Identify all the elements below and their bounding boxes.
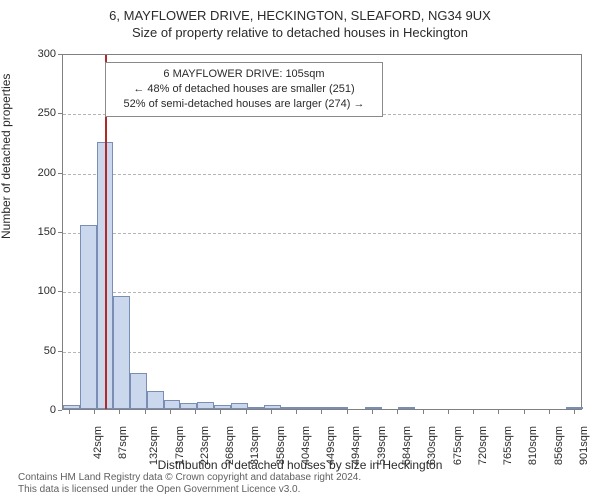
histogram-bar <box>298 407 315 409</box>
x-tick-label: 449sqm <box>325 426 337 465</box>
x-tick-label: 178sqm <box>174 426 186 465</box>
x-tick-label: 494sqm <box>351 426 363 465</box>
histogram-bar <box>197 402 214 409</box>
x-tick-label: 765sqm <box>502 426 514 465</box>
histogram-bar <box>331 407 348 409</box>
x-tick-mark <box>296 410 297 414</box>
x-tick-mark <box>347 410 348 414</box>
y-tick-label: 100 <box>16 285 56 297</box>
chart-title-line2: Size of property relative to detached ho… <box>0 25 600 40</box>
y-tick-mark <box>58 173 62 174</box>
x-tick-label: 856sqm <box>553 426 565 465</box>
histogram-bar <box>130 373 147 409</box>
y-tick-mark <box>58 351 62 352</box>
x-tick-label: 584sqm <box>401 426 413 465</box>
x-tick-label: 313sqm <box>249 426 261 465</box>
y-tick-mark <box>58 291 62 292</box>
y-tick-label: 250 <box>16 107 56 119</box>
annotation-line: 52% of semi-detached houses are larger (… <box>114 97 374 112</box>
x-tick-label: 810sqm <box>527 426 539 465</box>
x-tick-mark <box>473 410 474 414</box>
grid-line <box>63 352 581 353</box>
histogram-bar <box>231 403 248 409</box>
x-tick-mark <box>94 410 95 414</box>
histogram-bar <box>180 403 197 409</box>
y-tick-mark <box>58 113 62 114</box>
y-tick-mark <box>58 410 62 411</box>
histogram-bar <box>398 407 415 409</box>
x-tick-label: 223sqm <box>199 426 211 465</box>
x-tick-label: 268sqm <box>224 426 236 465</box>
histogram-bar <box>248 407 265 409</box>
x-tick-mark <box>549 410 550 414</box>
footer-note: Contains HM Land Registry data © Crown c… <box>18 472 361 496</box>
y-tick-label: 0 <box>16 404 56 416</box>
x-tick-label: 358sqm <box>275 426 287 465</box>
y-axis-title: Number of detached properties <box>0 74 13 239</box>
y-tick-label: 50 <box>16 345 56 357</box>
histogram-bar <box>80 225 97 409</box>
x-tick-label: 901sqm <box>578 426 590 465</box>
annotation-line: ← 48% of detached houses are smaller (25… <box>114 82 374 97</box>
x-tick-mark <box>574 410 575 414</box>
chart-title-line1: 6, MAYFLOWER DRIVE, HECKINGTON, SLEAFORD… <box>0 8 600 23</box>
x-tick-mark <box>195 410 196 414</box>
histogram-bar <box>365 407 382 409</box>
grid-line <box>63 233 581 234</box>
x-tick-mark <box>170 410 171 414</box>
annotation-box: 6 MAYFLOWER DRIVE: 105sqm← 48% of detach… <box>105 62 383 117</box>
x-tick-mark <box>498 410 499 414</box>
x-tick-label: 720sqm <box>477 426 489 465</box>
x-tick-label: 675sqm <box>452 426 464 465</box>
x-tick-label: 404sqm <box>300 426 312 465</box>
x-tick-mark <box>448 410 449 414</box>
x-tick-mark <box>397 410 398 414</box>
x-tick-mark <box>423 410 424 414</box>
histogram-bar <box>214 405 231 409</box>
y-tick-label: 300 <box>16 48 56 60</box>
annotation-line: 6 MAYFLOWER DRIVE: 105sqm <box>114 67 374 82</box>
x-tick-mark <box>524 410 525 414</box>
grid-line <box>63 174 581 175</box>
x-tick-mark <box>246 410 247 414</box>
x-tick-mark <box>220 410 221 414</box>
histogram-bar <box>264 405 281 409</box>
y-tick-mark <box>58 54 62 55</box>
x-tick-mark <box>69 410 70 414</box>
x-tick-label: 539sqm <box>376 426 388 465</box>
histogram-bar <box>281 407 298 409</box>
histogram-bar <box>63 405 80 409</box>
y-tick-label: 200 <box>16 167 56 179</box>
histogram-chart: 6, MAYFLOWER DRIVE, HECKINGTON, SLEAFORD… <box>0 0 600 500</box>
x-tick-mark <box>271 410 272 414</box>
x-tick-mark <box>145 410 146 414</box>
x-tick-label: 630sqm <box>426 426 438 465</box>
x-tick-label: 132sqm <box>148 426 160 465</box>
x-tick-mark <box>119 410 120 414</box>
histogram-bar <box>566 407 583 409</box>
x-tick-mark <box>321 410 322 414</box>
x-tick-label: 42sqm <box>92 426 104 459</box>
histogram-bar <box>113 296 130 409</box>
histogram-bar <box>164 400 181 409</box>
y-tick-label: 150 <box>16 226 56 238</box>
grid-line <box>63 292 581 293</box>
histogram-bar <box>147 391 164 409</box>
x-tick-mark <box>372 410 373 414</box>
chart-title-block: 6, MAYFLOWER DRIVE, HECKINGTON, SLEAFORD… <box>0 0 600 40</box>
y-tick-mark <box>58 232 62 233</box>
histogram-bar <box>315 407 332 409</box>
x-tick-label: 87sqm <box>117 426 129 459</box>
